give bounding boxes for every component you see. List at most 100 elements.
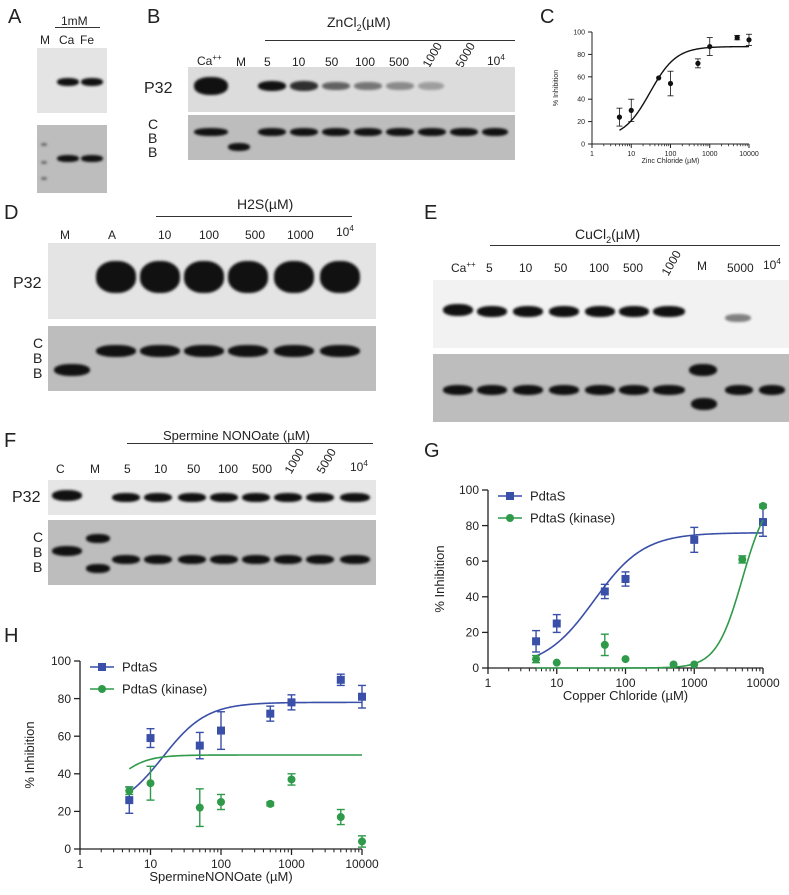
chart-g: 0 20 40 60 80 100 1 10 100 1000 10000 Copper Chlori… xyxy=(432,483,780,703)
blot-a-top xyxy=(37,48,107,113)
y-axis-title: % Inhibition xyxy=(22,721,37,788)
x-tick-label: 1 xyxy=(485,676,492,690)
data-point xyxy=(358,837,366,846)
data-point xyxy=(552,658,561,667)
y-tick-label: 100 xyxy=(51,654,71,668)
y-axis-title: % Inhibition xyxy=(553,70,560,106)
panel-d-title-line xyxy=(156,216,352,217)
legend-label: PdtaS (kinase) xyxy=(122,682,207,697)
gel-a-bottom xyxy=(37,125,107,193)
legend-marker xyxy=(506,492,514,500)
data-point xyxy=(600,587,609,596)
lane-label: 500 xyxy=(389,55,410,69)
lane-label: M xyxy=(697,259,707,273)
lane-label: 104 xyxy=(487,53,505,68)
lane-label: Ca xyxy=(59,33,75,47)
data-point xyxy=(738,555,747,564)
data-point xyxy=(669,660,678,669)
p32-label: P32 xyxy=(144,80,173,97)
data-point xyxy=(125,786,134,795)
chart-h: 0 20 40 60 80 100 1 10 100 1000 10000 SpermineNONOa… xyxy=(22,654,379,884)
cbb-letter: C xyxy=(33,529,44,545)
panel-label-f: F xyxy=(4,430,17,452)
data-point xyxy=(532,637,541,646)
panel-label-d: D xyxy=(4,202,19,224)
lane-label: 5 xyxy=(124,462,131,476)
x-axis-title: Copper Chloride (µM) xyxy=(563,688,688,703)
gel-f-cbb xyxy=(48,520,376,585)
panel-b-title-line xyxy=(265,40,515,41)
lane-label: 50 xyxy=(554,261,568,275)
lane-label: Fe xyxy=(80,33,95,47)
cbb-letter: B xyxy=(33,559,43,575)
data-point xyxy=(621,575,630,583)
x-tick-label: 10 xyxy=(627,151,635,158)
fit-curve xyxy=(128,754,362,770)
data-point xyxy=(552,619,561,628)
lane-label: 10 xyxy=(292,55,306,69)
data-point xyxy=(707,43,713,50)
gel-b-cbb xyxy=(188,115,515,160)
y-tick-label: 80 xyxy=(466,519,480,533)
legend-label: PdtaS (kinase) xyxy=(530,511,615,526)
lane-label: 1000 xyxy=(658,247,685,279)
panel-a-header-line xyxy=(55,27,100,28)
y-tick-label: 20 xyxy=(58,805,72,819)
y-tick-label: 60 xyxy=(577,74,585,81)
lane-label: 50 xyxy=(325,55,339,69)
y-tick-label: 80 xyxy=(577,52,585,59)
data-point xyxy=(217,798,225,806)
x-tick-label: 1000 xyxy=(278,857,305,871)
lane-label: 100 xyxy=(199,228,220,242)
panel-d-title: H2S(µM) xyxy=(237,196,294,212)
lane-label: 500 xyxy=(245,228,266,242)
y-tick-label: 100 xyxy=(459,483,479,497)
x-tick-label: 100 xyxy=(615,676,635,690)
data-point xyxy=(690,660,699,669)
y-tick-label: 60 xyxy=(58,729,72,743)
lane-label: 1000 xyxy=(419,39,446,71)
lane-label: 10 xyxy=(519,261,533,275)
lane-label: M xyxy=(90,462,100,476)
lane-label: 500 xyxy=(623,261,644,275)
fit-curve xyxy=(128,701,362,793)
blot-e-p32 xyxy=(433,280,789,348)
data-point xyxy=(217,726,225,735)
lane-label: 500 xyxy=(252,462,273,476)
data-point xyxy=(628,107,634,113)
lane-label: 104 xyxy=(336,224,354,239)
data-point xyxy=(195,803,204,812)
data-point xyxy=(336,675,345,684)
data-point xyxy=(358,692,366,701)
data-point xyxy=(195,741,204,750)
legend-label: PdtaS xyxy=(530,489,566,504)
x-tick-label: 100 xyxy=(211,857,231,871)
data-point xyxy=(146,779,155,788)
cbb-letter: C xyxy=(33,335,44,351)
fit-curve xyxy=(536,519,764,669)
lane-label: 100 xyxy=(589,261,610,275)
data-point xyxy=(734,35,740,41)
data-point xyxy=(746,37,752,43)
p32-label: P32 xyxy=(12,489,41,506)
data-point xyxy=(532,655,541,664)
cbb-letter: B xyxy=(148,130,158,146)
x-tick-label: 10 xyxy=(144,857,158,871)
panel-f-title-line xyxy=(127,443,373,444)
panel-label-e: E xyxy=(424,202,438,224)
x-tick-label: 1000 xyxy=(681,676,708,690)
lane-label: M xyxy=(40,33,50,47)
cbb-letter: B xyxy=(33,544,43,560)
cbb-letter: B xyxy=(33,365,43,381)
chart-c: 0 20 40 60 80 100 1 10 100 1000 10000 Zinc Chloride… xyxy=(553,29,759,165)
data-point xyxy=(667,80,674,87)
gel-d-cbb xyxy=(48,326,376,391)
y-tick-label: 0 xyxy=(64,842,71,856)
y-tick-label: 40 xyxy=(466,590,480,604)
y-tick-label: 0 xyxy=(472,661,479,675)
lane-label: 10 xyxy=(158,228,172,242)
data-point xyxy=(336,813,345,822)
lane-label: 5000 xyxy=(727,261,754,275)
panel-label-b: B xyxy=(147,6,161,28)
lane-label: 100 xyxy=(218,462,239,476)
